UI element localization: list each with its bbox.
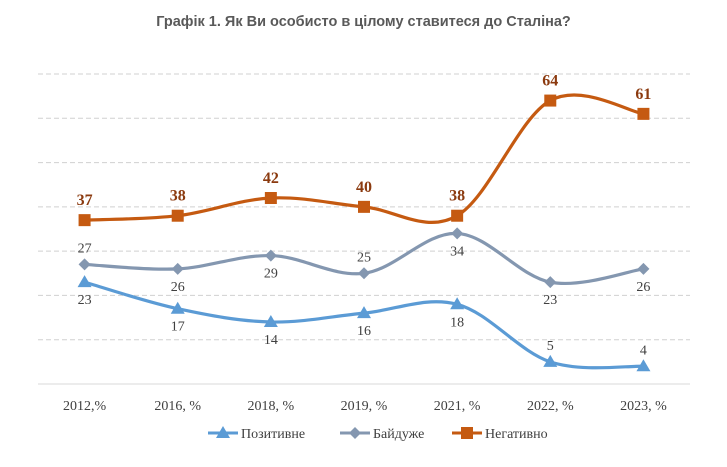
x-tick-label: 2012,% — [63, 399, 107, 414]
data-label-negative: 37 — [77, 192, 93, 209]
data-point-indifferent — [78, 258, 91, 271]
data-point-indifferent — [637, 262, 650, 275]
data-label-indifferent: 34 — [450, 244, 464, 259]
data-label-positive: 17 — [171, 320, 185, 335]
x-tick-label: 2016, % — [154, 399, 201, 414]
data-label-positive: 23 — [78, 293, 92, 308]
data-label-negative: 64 — [542, 73, 558, 90]
data-point-positive — [450, 297, 465, 310]
data-point-negative — [544, 94, 557, 107]
legend-label-indifferent: Байдуже — [373, 427, 424, 442]
data-point-indifferent — [451, 227, 464, 240]
legend-marker-positive — [216, 426, 230, 438]
data-point-negative — [78, 214, 91, 227]
data-point-negative — [264, 192, 277, 204]
data-label-positive: 5 — [547, 339, 554, 354]
data-label-positive: 16 — [357, 324, 371, 339]
data-label-indifferent: 23 — [543, 293, 557, 308]
data-label-negative: 61 — [635, 86, 651, 103]
chart-title: Графік 1. Як Ви особисто в цілому ставит… — [156, 14, 571, 30]
data-point-indifferent — [264, 249, 277, 262]
data-label-indifferent: 27 — [78, 241, 92, 256]
data-point-positive — [636, 359, 651, 372]
x-tick-label: 2018, % — [248, 399, 295, 414]
data-point-positive — [543, 354, 558, 367]
data-label-negative: 38 — [170, 188, 186, 205]
data-label-positive: 18 — [450, 315, 464, 330]
data-label-indifferent: 29 — [264, 267, 278, 282]
data-point-positive — [357, 306, 371, 319]
x-tick-label: 2021, % — [434, 399, 481, 414]
legend-marker-negative — [461, 427, 473, 439]
data-point-negative — [637, 107, 650, 120]
data-label-negative: 40 — [356, 179, 372, 196]
data-label-positive: 4 — [640, 343, 647, 358]
data-label-positive: 14 — [264, 333, 278, 348]
x-tick-label: 2022, % — [527, 399, 574, 414]
data-point-negative — [358, 200, 370, 213]
data-point-positive — [77, 275, 92, 288]
x-tick-label: 2019, % — [341, 399, 388, 414]
data-label-indifferent: 26 — [171, 280, 185, 295]
data-point-positive — [170, 301, 185, 314]
legend-label-negative: Негативно — [485, 427, 548, 442]
legend-label-positive: Позитивне — [241, 427, 305, 442]
data-label-negative: 38 — [449, 188, 465, 205]
x-tick-label: 2023, % — [620, 399, 667, 414]
data-point-positive — [263, 315, 278, 327]
data-label-indifferent: 26 — [636, 280, 650, 295]
data-label-negative: 42 — [263, 170, 279, 187]
data-point-indifferent — [544, 276, 557, 289]
data-point-negative — [171, 209, 184, 222]
data-point-indifferent — [171, 262, 184, 275]
data-point-negative — [451, 209, 464, 222]
data-label-indifferent: 25 — [357, 250, 371, 265]
legend-marker-indifferent — [349, 427, 361, 439]
data-point-indifferent — [358, 267, 370, 280]
